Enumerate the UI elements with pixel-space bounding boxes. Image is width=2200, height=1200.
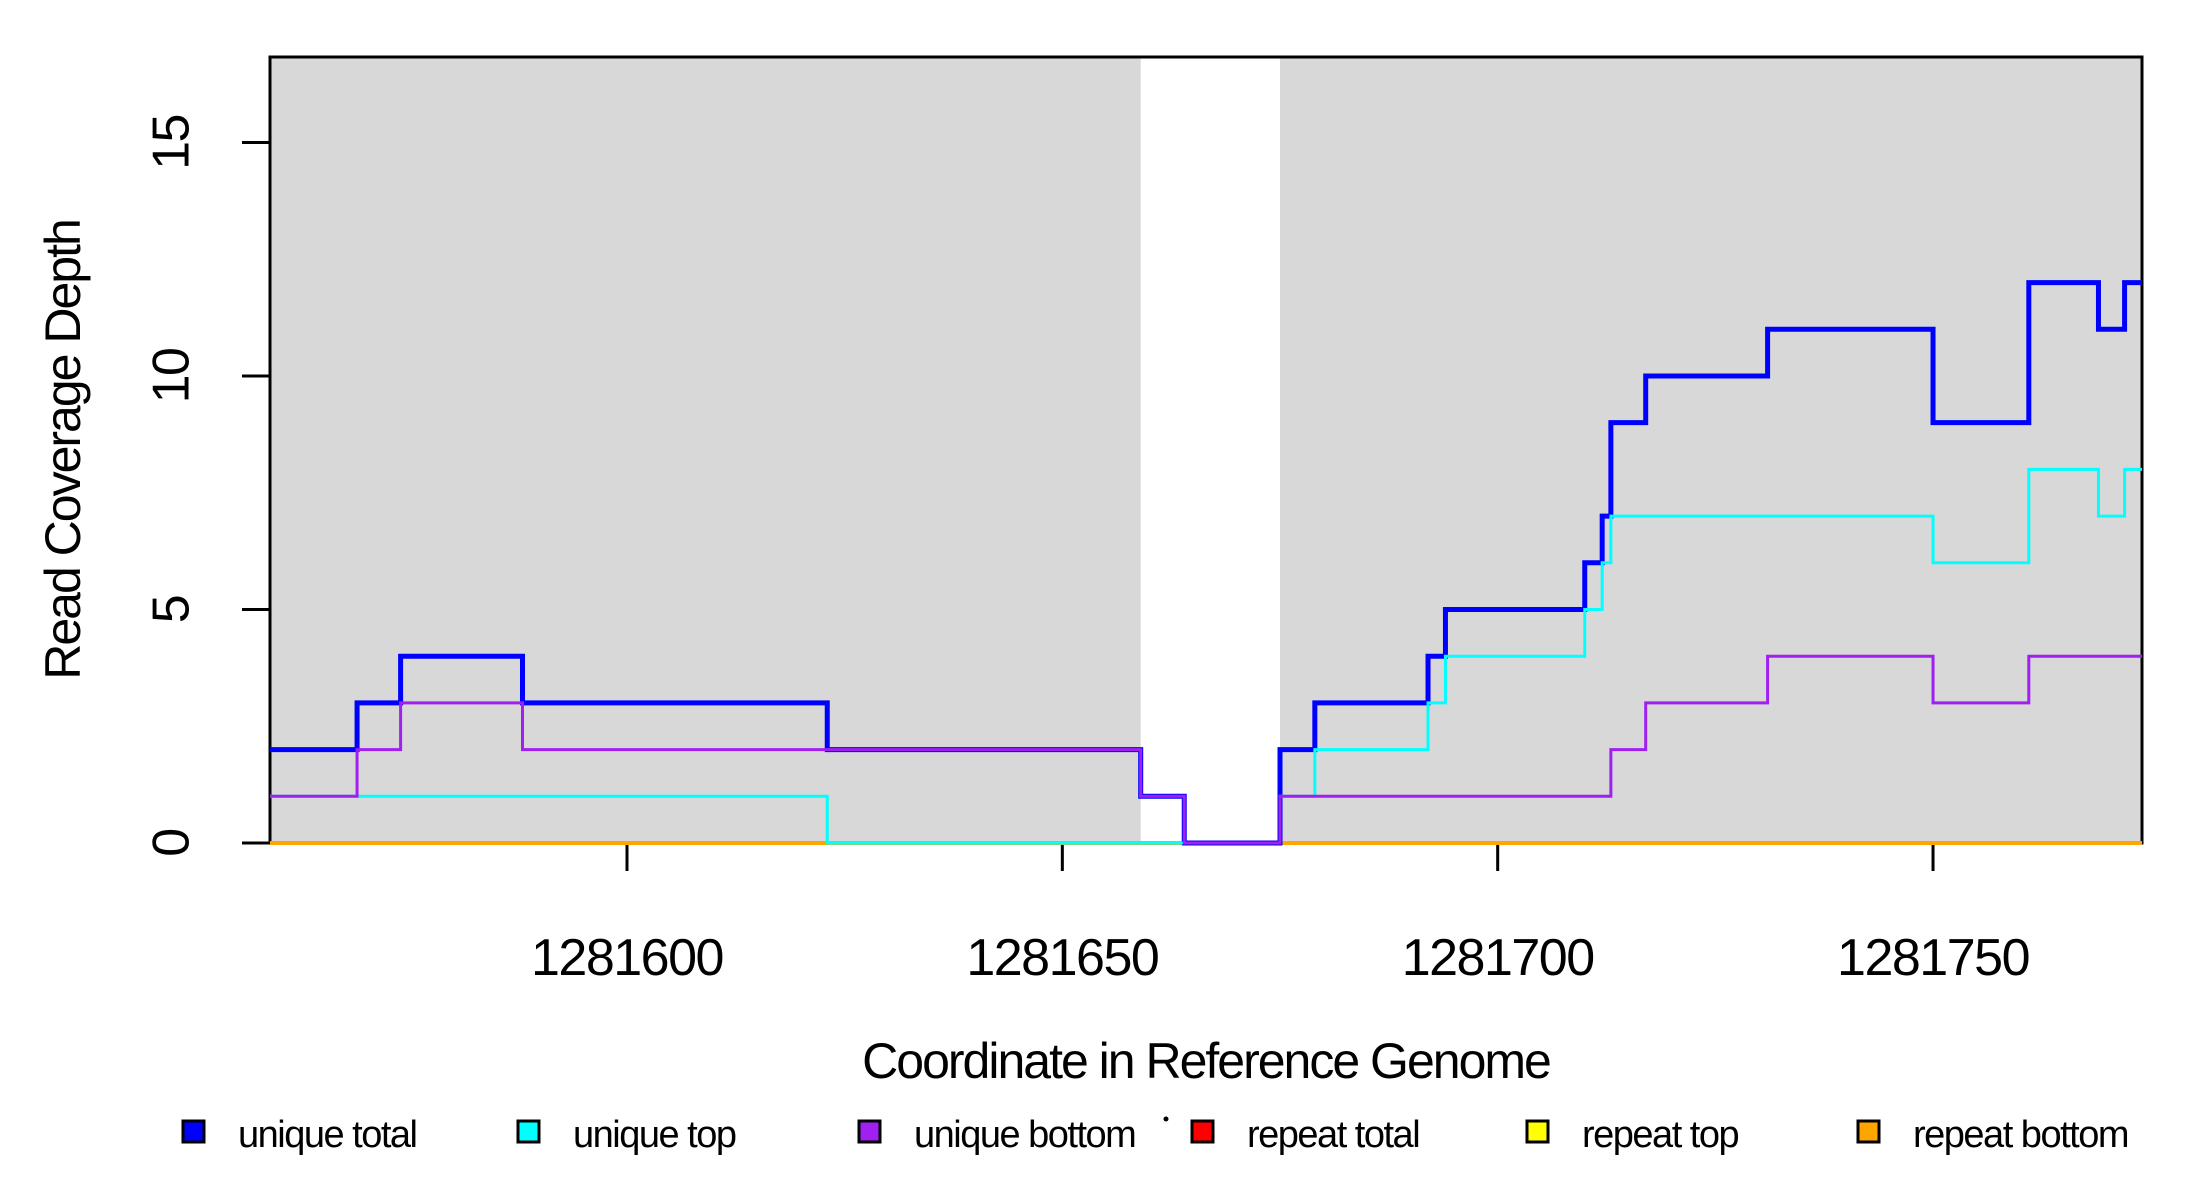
legend-label: repeat bottom [1913,1114,2128,1156]
legend: unique total unique top unique bottom repea… [181,1114,2129,1156]
series-layer [270,280,2142,846]
x-tick-label: 1281600 [531,929,723,987]
legend-swatch [1856,1119,1881,1144]
y-tick-label: 5 [143,596,201,623]
axes-layer: 1281600 1281650 1281700 1281750 0 5 10 15 [143,115,2031,987]
legend-label: unique top [573,1114,736,1156]
stray-dot-artifact [1163,1116,1169,1122]
x-axis-title: Coordinate in Reference Genome [862,1033,1550,1089]
x-tick-label: 1281700 [1402,929,1594,987]
y-tick-label: 15 [143,115,201,170]
legend-item-repeat-top: repeat top [1525,1114,1740,1156]
y-axis-title: Read Coverage Depth [35,220,91,680]
legend-item-unique-bottom: unique bottom [857,1114,1137,1156]
legend-item-repeat-total: repeat total [1190,1114,1421,1156]
legend-item-unique-total: unique total [181,1114,418,1156]
legend-swatch [181,1119,206,1144]
x-tick-label: 1281650 [966,929,1158,987]
legend-item-repeat-bottom: repeat bottom [1856,1114,2129,1156]
shaded-region [1280,57,2142,843]
legend-swatch [857,1119,882,1144]
legend-label: unique bottom [914,1114,1135,1156]
shaded-regions-layer [270,57,2142,843]
y-tick-label: 10 [143,349,201,404]
legend-label: repeat top [1582,1114,1738,1156]
x-tick-label: 1281750 [1837,929,2029,987]
legend-label: unique total [238,1114,417,1156]
legend-swatch [1190,1119,1215,1144]
legend-label: repeat total [1247,1114,1419,1156]
legend-swatch [1525,1119,1550,1144]
series-unique-bottom [270,654,2142,845]
legend-item-unique-top: unique top [516,1114,737,1156]
series-unique-total [270,280,2142,846]
legend-swatch [516,1119,541,1144]
shaded-region [270,57,1141,843]
y-tick-label: 0 [143,829,201,856]
